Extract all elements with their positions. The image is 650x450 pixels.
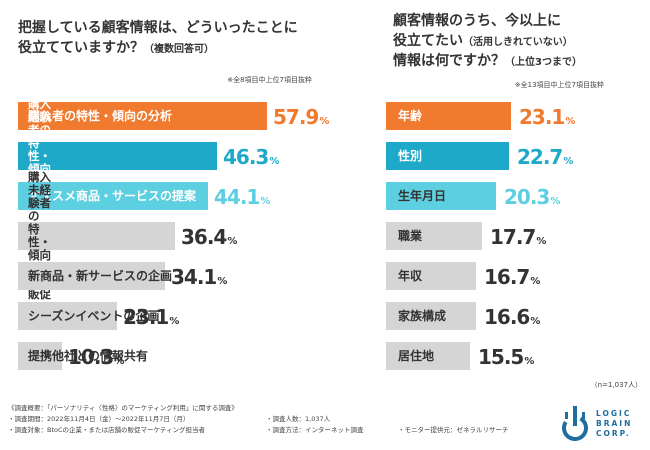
value-unit: % <box>217 276 228 287</box>
value-unit: % <box>227 236 238 247</box>
value-label: 23.1% <box>519 102 575 130</box>
right-title-line3: 情報は何ですか？（上位3つまで） <box>393 51 582 73</box>
bar <box>386 262 476 290</box>
value-label: 17.7% <box>490 222 546 250</box>
footer-target: ・調査対象：BtoCの企業・または店舗の販促マーケティング担当者 <box>8 426 206 434</box>
sample-size: （n=1,037人） <box>590 381 642 389</box>
right-title-line1: 顧客情報のうち、今以上に <box>393 13 561 29</box>
footer-row-2: ・調査対象：BtoCの企業・または店舗の販促マーケティング担当者 ・調査方法：イ… <box>8 425 568 436</box>
bar <box>386 182 496 210</box>
value-unit: % <box>565 116 576 127</box>
bar <box>386 222 482 250</box>
value-number: 34.1 <box>171 265 217 289</box>
value-unit: % <box>530 276 541 287</box>
bar <box>18 142 217 170</box>
value-number: 16.6 <box>484 305 530 329</box>
value-label: 23.1% <box>123 302 179 330</box>
left-note: ※全8項目中上位7項目抜粋 <box>227 76 312 84</box>
right-title-suffix-3: （上位3つまで） <box>505 57 582 68</box>
logo-text: LOGIC BRAIN CORP. <box>596 409 633 438</box>
value-number: 15.5 <box>478 345 524 369</box>
bar-label: 購入経験者の 特性・傾向に応じた販促 <box>28 97 51 214</box>
bar-label: 職業 <box>398 229 423 243</box>
value-unit: % <box>536 236 547 247</box>
value-number: 36.4 <box>181 225 227 249</box>
bar <box>18 222 175 250</box>
value-number: 16.7 <box>484 265 530 289</box>
value-unit: % <box>530 316 541 327</box>
value-unit: % <box>550 196 561 207</box>
value-number: 17.7 <box>490 225 536 249</box>
value-unit: % <box>114 356 125 367</box>
survey-summary: 《調査概要：「パーソナリティ〈性格〉のマーケティング利用」に関する調査》 ・調査… <box>8 403 568 436</box>
footer-period: ・調査期間：2022年11月4日（金）〜2022年11月7日（月） <box>8 415 190 423</box>
footer-method: ・調査方法：インターネット調査 <box>266 426 364 434</box>
right-title-main-3: 情報は何ですか？ <box>393 53 505 69</box>
value-unit: % <box>563 156 574 167</box>
bar-label: 提携他社との情報共有 <box>28 349 148 363</box>
value-label: 44.1% <box>214 182 270 210</box>
value-number: 22.7 <box>517 145 563 169</box>
right-title-main-2: 役立てたい <box>393 33 463 49</box>
value-label: 20.3% <box>504 182 560 210</box>
bar-label: 購入未経験者の 特性・傾向に応じた販促 <box>28 170 51 301</box>
value-number: 23.1 <box>123 305 169 329</box>
value-label: 36.4% <box>181 222 237 250</box>
value-unit: % <box>319 116 330 127</box>
bar <box>386 302 476 330</box>
value-label: 15.5% <box>478 342 534 370</box>
value-number: 20.3 <box>504 185 550 209</box>
bar <box>18 302 117 330</box>
right-title-suffix-2: （活用しきれていない） <box>463 37 573 48</box>
bar-label: 家族構成 <box>398 309 447 323</box>
bar <box>18 262 165 290</box>
value-unit: % <box>524 356 535 367</box>
bar-label: オススメ商品・サービスの提案 <box>28 189 197 203</box>
left-title-line1: 把握している顧客情報は、どういったことに <box>18 20 298 36</box>
footer-row-1: ・調査期間：2022年11月4日（金）〜2022年11月7日（月） ・調査人数：… <box>8 414 568 425</box>
value-label: 34.1% <box>171 262 227 290</box>
bar-label: 生年月日 <box>398 189 447 203</box>
bar-label: 購入者の特性・傾向の分析 <box>28 109 173 123</box>
right-note: ※全13項目中上位7項目抜粋 <box>514 81 604 89</box>
bar <box>386 342 470 370</box>
value-label: 16.6% <box>484 302 540 330</box>
footer-provider: ・モニター提供元：ゼネラルリサーチ <box>398 426 509 434</box>
left-title-main: 役立てていますか？ <box>18 40 144 56</box>
value-label: 22.7% <box>517 142 573 170</box>
left-chart-panel: 把握している顧客情報は、どういったことに 役立てていますか？（複数回答可） ※全… <box>0 0 329 395</box>
value-label: 16.7% <box>484 262 540 290</box>
bar-label: 年齢 <box>398 109 423 123</box>
value-number: 44.1 <box>214 185 260 209</box>
left-title-suffix: （複数回答可） <box>144 44 214 55</box>
footer-count: ・調査人数：1,037人 <box>266 415 331 423</box>
bar <box>386 102 511 130</box>
footer-heading: 《調査概要：「パーソナリティ〈性格〉のマーケティング利用」に関する調査》 <box>8 404 238 412</box>
value-unit: % <box>260 196 271 207</box>
right-chart-panel: 顧客情報のうち、今以上に 役立てたい（活用しきれていない） 情報は何ですか？（上… <box>338 0 650 395</box>
value-label: 46.3% <box>223 142 279 170</box>
value-label: 10.3% <box>68 342 124 370</box>
right-title-line2: 役立てたい（活用しきれていない） <box>393 31 573 53</box>
value-number: 23.1 <box>519 105 565 129</box>
company-logo: LOGIC BRAIN CORP. <box>558 404 646 444</box>
left-title-line2: 役立てていますか？（複数回答可） <box>18 38 214 60</box>
bar <box>18 182 208 210</box>
bar <box>18 342 62 370</box>
bar-label: 居住地 <box>398 349 435 363</box>
bar-label: 性別 <box>398 149 423 163</box>
bar-label: シーズンイベントの企画 <box>28 309 160 323</box>
value-unit: % <box>269 156 280 167</box>
value-unit: % <box>169 316 180 327</box>
bar <box>386 142 509 170</box>
bar-label: 新商品・新サービスの企画 <box>28 269 173 283</box>
value-number: 10.3 <box>68 345 114 369</box>
value-number: 46.3 <box>223 145 269 169</box>
bar <box>18 102 267 130</box>
bar-label: 年収 <box>398 269 423 283</box>
value-number: 57.9 <box>273 105 319 129</box>
logic-brain-logo-icon <box>562 406 588 441</box>
value-label: 57.9% <box>273 102 329 130</box>
